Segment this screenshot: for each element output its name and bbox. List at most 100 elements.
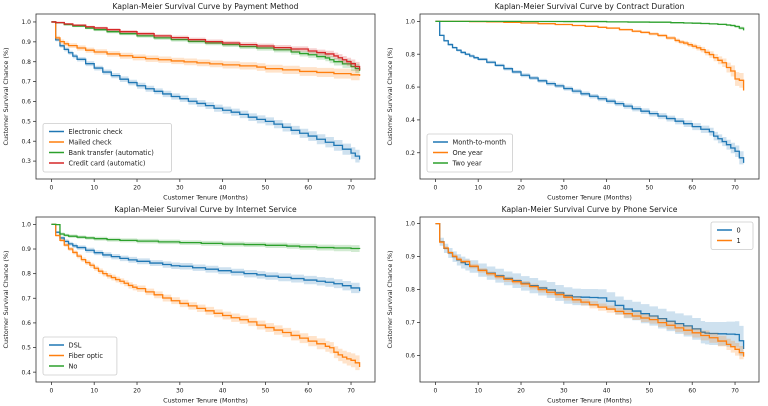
chart-payment-method-svg: 0.3 0.4 0.5 0.6 0.7 0.8 0.9 1.0 0 10 20 30 40 50 60 70 K…: [2, 2, 376, 202]
x-tick-label: 70: [731, 185, 739, 192]
chart-title-phone-service: Kaplan-Meier Survival Curve by Phone Ser…: [502, 205, 678, 214]
axes-payment-method: 0.3 0.4 0.5 0.6 0.7 0.8 0.9 1.0 0 10 20 30 40 50 60 70: [21, 19, 355, 191]
y-tick-label: 0.4: [21, 138, 31, 145]
x-tick-label: 70: [347, 388, 355, 395]
y-tick-label: 0.7: [21, 79, 31, 86]
y-tick-label: 0.7: [405, 320, 415, 327]
y-tick-label: 0.9: [405, 254, 415, 261]
chart-phone-service-svg: 0.60.70.80.91.00 10 20 30 40 50 60 70Kaplan-Mei…: [386, 205, 760, 405]
axes-phone-service: 0.60.70.80.91.00 10 20 30 40 50 60 70: [405, 221, 739, 395]
y-tick-label: 0.8: [405, 51, 415, 58]
legend-label-bank-transfer-automatic: Bank transfer (automatic): [69, 149, 154, 157]
x-tick-label: 60: [688, 185, 696, 192]
y-tick-label: 0.5: [21, 118, 31, 125]
series-line-internet-service-fiber-optic: [51, 223, 361, 367]
x-tick-label: 10: [474, 388, 482, 395]
chart-payment-method: 0.3 0.4 0.5 0.6 0.7 0.8 0.9 1.0 0 10 20 30 40 50 60 70 K…: [0, 0, 384, 203]
y-tick-label: 0.6: [21, 320, 31, 327]
x-tick-label: 30: [176, 185, 184, 192]
series-line-contract-duration-two-year: [435, 20, 745, 31]
x-tick-label: 10: [474, 185, 482, 192]
series-line-phone-service-0: [435, 222, 745, 349]
legend-payment-method: Electronic check Mailed check Bank transfe…: [42, 123, 172, 173]
x-axis-label: Customer Tenure (Months): [163, 397, 248, 405]
y-tick-label: 0.8: [21, 271, 31, 278]
x-tick-label: 50: [646, 185, 654, 192]
plot-border: [35, 13, 376, 180]
x-tick-label: 60: [304, 388, 312, 395]
x-tick-label: 10: [90, 388, 98, 395]
series-line-phone-service-1: [435, 222, 745, 357]
x-axis-label: Customer Tenure (Months): [547, 194, 632, 202]
y-axis-label: Customer Survival Chance (%): [386, 251, 394, 349]
y-tick-label: 0.6: [405, 353, 415, 360]
ci-band-phone-service-0: [435, 223, 744, 368]
series-line-internet-service-no: [51, 223, 361, 250]
y-tick-label: 0.7: [21, 295, 31, 302]
legend-phone-service: 01: [710, 221, 754, 250]
x-tick-label: 0: [433, 388, 437, 395]
y-axis-label: Customer Survival Chance (%): [2, 251, 10, 349]
legend-box: [42, 123, 172, 173]
x-tick-label: 30: [560, 185, 568, 192]
y-tick-label: 0.6: [21, 99, 31, 106]
plot-area-phone-service: [435, 222, 745, 368]
chart-internet-service: 0.4 0.5 0.6 0.7 0.8 0.9 1.0 0 10 20 30 40 50 60 70 Kapl…: [0, 203, 384, 406]
legend-label-dsl: DSL: [69, 341, 82, 349]
ci-band-internet-service-dsl: [51, 224, 360, 298]
x-tick-label: 30: [176, 388, 184, 395]
series-line-payment-method-mailed-check: [51, 21, 361, 76]
series-line-contract-duration-one-year: [435, 20, 745, 91]
y-tick-label: 0.8: [405, 287, 415, 294]
plot-border: [419, 13, 760, 180]
chart-phone-service: 0.6 0.7 0.8 0.9 1.0 0 10 20 30 40 50 60 70 Kaplan-Mei…: [384, 203, 768, 406]
axes-contract-duration: 0.2 0.4 0.6 0.8 1.0 0 10 20 30 40 50 60 70: [405, 18, 739, 191]
chart-title-internet-service: Kaplan-Meier Survival Curve by Internet …: [114, 205, 297, 214]
legend-label-1: 1: [737, 237, 741, 245]
y-axis-label: Customer Survival Chance (%): [386, 48, 394, 146]
x-tick-label: 40: [603, 185, 611, 192]
legend-label-0: 0: [737, 226, 741, 234]
x-tick-label: 40: [219, 185, 227, 192]
y-tick-label: 1.0: [21, 19, 31, 26]
x-tick-label: 70: [731, 388, 739, 395]
legend-label-credit-card-automatic: Credit card (automatic): [69, 159, 146, 167]
x-axis-label: Customer Tenure (Months): [163, 194, 248, 202]
y-tick-label: 1.0: [405, 221, 415, 228]
legend-label-no: No: [69, 362, 78, 370]
legend-label-electronic-check: Electronic check: [69, 128, 123, 136]
y-tick-label: 1.0: [21, 221, 31, 228]
plot-area-internet-service: [51, 223, 361, 376]
plot-border: [35, 216, 376, 383]
chart-contract-duration-svg: 0.2 0.4 0.6 0.8 1.0 0 10 20 30 40 50 60 70 Kaplan-Mei…: [386, 2, 760, 202]
legend-box: [426, 133, 513, 173]
y-tick-label: 0.9: [21, 39, 31, 46]
legend-label-month-to-month: Month-to-month: [453, 138, 507, 146]
x-tick-label: 20: [133, 388, 141, 395]
x-tick-label: 20: [133, 185, 141, 192]
x-tick-label: 20: [517, 388, 525, 395]
y-tick-label: 1.0: [405, 18, 415, 25]
axes-internet-service: 0.4 0.5 0.6 0.7 0.8 0.9 1.0 0 10 20 30 40 50 60 70: [21, 221, 355, 394]
x-tick-label: 10: [90, 185, 98, 192]
legend-label-mailed-check: Mailed check: [69, 138, 112, 146]
ci-band-payment-method-mailed-check: [51, 21, 360, 82]
legend-contract-duration: Month-to-month One year Two year: [426, 133, 513, 173]
y-axis-label: Customer Survival Chance (%): [2, 48, 10, 146]
series-line-internet-service-dsl: [51, 223, 361, 292]
legend-box: [710, 221, 754, 250]
series-line-contract-duration-month-to-month: [435, 20, 745, 163]
x-tick-label: 20: [517, 185, 525, 192]
x-tick-label: 60: [304, 185, 312, 192]
legend-label-two-year: Two year: [452, 159, 482, 167]
x-tick-label: 70: [347, 185, 355, 192]
plot-area-contract-duration: [435, 20, 745, 171]
x-tick-label: 50: [262, 185, 270, 192]
plot-border: [419, 216, 760, 383]
series-line-payment-method-electronic-check: [51, 21, 361, 160]
x-tick-label: 40: [219, 388, 227, 395]
chart-internet-service-svg: 0.4 0.5 0.6 0.7 0.8 0.9 1.0 0 10 20 30 40 50 60 70 Kapl…: [2, 205, 376, 405]
legend-label-fiber-optic: Fiber optic: [69, 352, 104, 360]
y-tick-label: 0.8: [21, 59, 31, 66]
